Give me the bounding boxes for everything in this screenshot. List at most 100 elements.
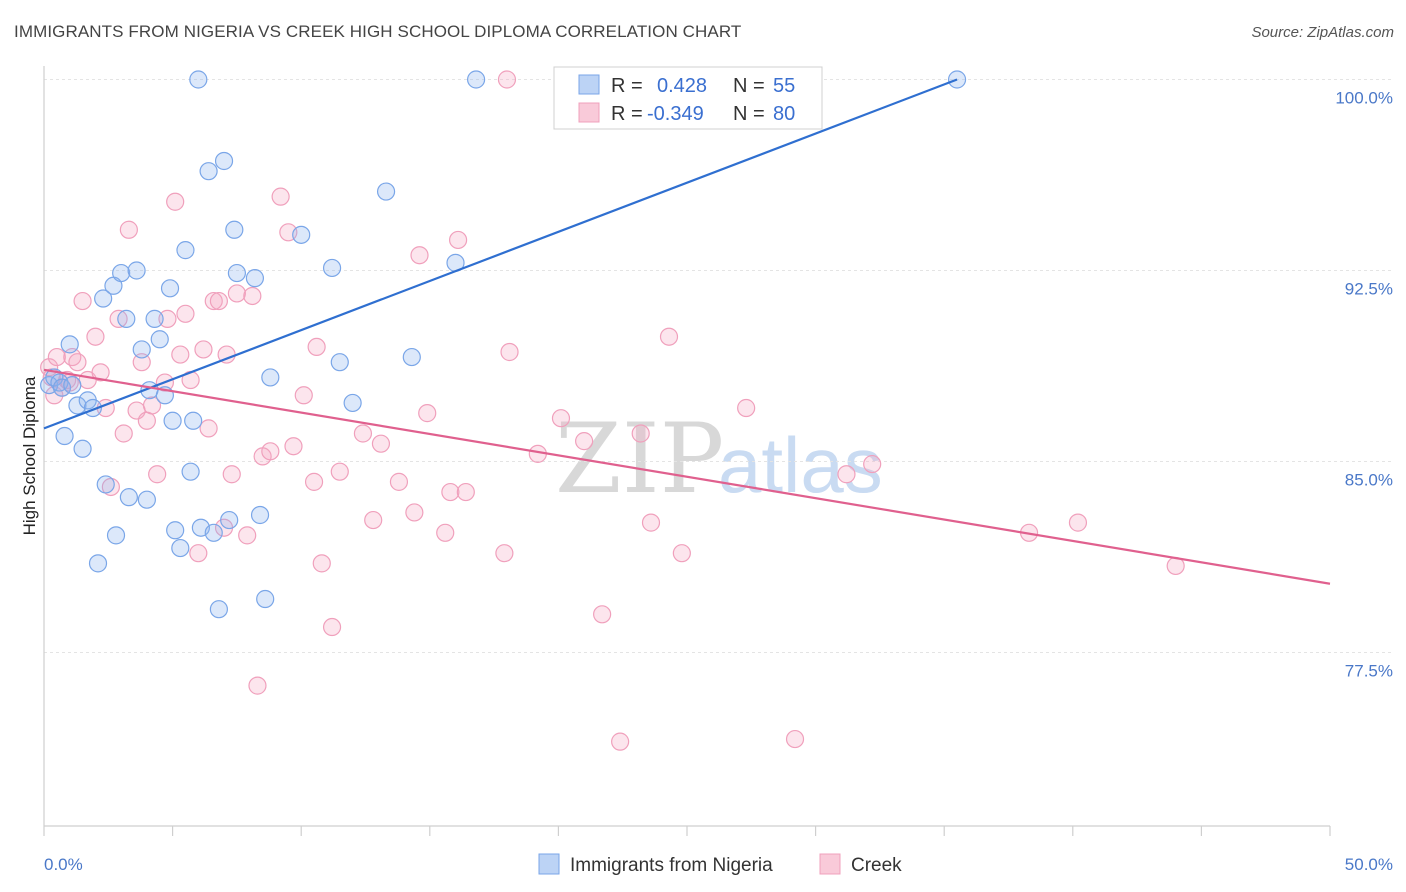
creek-point-70 bbox=[611, 732, 630, 751]
creek-point-40 bbox=[248, 676, 267, 695]
creek-point-61 bbox=[448, 230, 468, 250]
legend-swatch-nigeria bbox=[578, 74, 600, 95]
creek-point-37 bbox=[227, 284, 246, 303]
nigeria-point-45 bbox=[261, 368, 280, 387]
creek-point-78 bbox=[863, 454, 882, 474]
creek-point-75 bbox=[737, 398, 756, 418]
creek-point-43 bbox=[271, 187, 290, 206]
creek-point-68 bbox=[575, 432, 594, 451]
creek-point-12 bbox=[91, 363, 110, 382]
nigeria-point-27 bbox=[163, 411, 182, 430]
creek-point-46 bbox=[294, 386, 313, 405]
y-tick-labels: 100.0% 92.5% 85.0% 77.5% bbox=[1335, 89, 1393, 681]
creek-point-54 bbox=[371, 434, 391, 453]
series-legend: Immigrants from Nigeria Creek bbox=[538, 853, 902, 876]
nigeria-point-51 bbox=[402, 347, 421, 367]
creek-point-60 bbox=[441, 482, 460, 502]
x-tick-label-1: 50.0% bbox=[1345, 855, 1393, 874]
legend-r-label-creek: R = bbox=[611, 103, 643, 125]
nigeria-point-8 bbox=[73, 439, 92, 458]
nigeria-point-5 bbox=[60, 335, 79, 354]
nigeria-point-35 bbox=[199, 162, 218, 181]
creek-point-8 bbox=[68, 353, 87, 372]
creek-point-57 bbox=[410, 246, 429, 265]
y-tick-label-1: 92.5% bbox=[1345, 280, 1393, 299]
nigeria-point-44 bbox=[256, 589, 275, 609]
creek-point-38 bbox=[238, 526, 257, 545]
creek-points bbox=[40, 70, 1185, 751]
y-tick-label-2: 85.0% bbox=[1345, 471, 1393, 490]
creek-point-26 bbox=[171, 345, 190, 364]
legend-n-label-creek: N = bbox=[733, 103, 765, 125]
series-legend-swatch-creek bbox=[819, 853, 841, 875]
legend-n-value-nigeria: 55 bbox=[773, 75, 795, 97]
creek-point-42 bbox=[261, 442, 280, 461]
nigeria-point-39 bbox=[220, 510, 239, 530]
nigeria-point-42 bbox=[245, 269, 265, 288]
creek-point-17 bbox=[119, 220, 138, 239]
nigeria-point-18 bbox=[119, 488, 138, 507]
creek-point-72 bbox=[641, 513, 661, 532]
nigeria-point-28 bbox=[166, 521, 185, 540]
creek-point-27 bbox=[176, 304, 195, 323]
nigeria-point-4 bbox=[55, 426, 74, 446]
nigeria-point-53 bbox=[466, 70, 486, 89]
nigeria-point-40 bbox=[225, 220, 244, 239]
legend-r-value-nigeria: 0.428 bbox=[657, 75, 707, 97]
legend-swatch-creek bbox=[578, 102, 600, 123]
nigeria-point-50 bbox=[376, 182, 396, 201]
creek-point-14 bbox=[101, 477, 120, 497]
creek-point-59 bbox=[436, 523, 455, 542]
chart-source: Source: ZipAtlas.com bbox=[1251, 24, 1394, 41]
creek-point-67 bbox=[551, 409, 571, 428]
creek-point-48 bbox=[307, 337, 326, 356]
creek-point-56 bbox=[405, 503, 424, 522]
creek-point-45 bbox=[284, 437, 303, 456]
nigeria-point-47 bbox=[322, 258, 342, 278]
watermark-atlas: atlas bbox=[718, 421, 883, 509]
x-tick-labels: 0.0% 50.0% bbox=[44, 855, 1393, 874]
creek-point-11 bbox=[86, 327, 105, 346]
legend-n-value-creek: 80 bbox=[773, 103, 795, 125]
creek-point-64 bbox=[497, 70, 517, 89]
nigeria-point-43 bbox=[250, 505, 270, 525]
nigeria-point-38 bbox=[214, 151, 234, 171]
creek-point-29 bbox=[189, 544, 208, 563]
creek-point-62 bbox=[456, 482, 475, 502]
trend-lines bbox=[43, 78, 1331, 585]
nigeria-point-32 bbox=[184, 411, 203, 430]
creek-point-53 bbox=[364, 510, 383, 530]
y-axis-label: High School Diploma bbox=[20, 376, 39, 535]
creek-point-71 bbox=[631, 424, 650, 443]
nigeria-point-46 bbox=[292, 225, 311, 244]
creek-point-52 bbox=[353, 424, 373, 443]
nigeria-point-11 bbox=[88, 554, 108, 573]
creek-point-22 bbox=[148, 465, 167, 484]
legend-n-label-nigeria: N = bbox=[733, 75, 765, 97]
nigeria-points bbox=[40, 70, 967, 619]
creek-point-76 bbox=[785, 729, 805, 749]
creek-point-47 bbox=[304, 472, 324, 491]
axes bbox=[43, 66, 1331, 836]
nigeria-point-21 bbox=[137, 490, 156, 509]
y-tick-label-3: 77.5% bbox=[1345, 662, 1393, 681]
creek-point-65 bbox=[500, 342, 519, 362]
series-legend-label-nigeria: Immigrants from Nigeria bbox=[570, 855, 773, 876]
nigeria-trend-line bbox=[43, 78, 958, 430]
creek-point-33 bbox=[209, 291, 228, 311]
nigeria-point-13 bbox=[96, 475, 115, 494]
creek-point-55 bbox=[389, 472, 409, 491]
nigeria-point-6 bbox=[63, 376, 82, 395]
creek-point-3 bbox=[47, 347, 66, 367]
gridlines bbox=[44, 79, 1394, 653]
creek-point-74 bbox=[672, 544, 691, 563]
chart-title: IMMIGRANTS FROM NIGERIA VS CREEK HIGH SC… bbox=[14, 22, 742, 41]
creek-point-77 bbox=[837, 465, 856, 484]
creek-point-21 bbox=[142, 396, 162, 415]
nigeria-point-15 bbox=[106, 526, 126, 545]
creek-point-20 bbox=[137, 411, 156, 430]
legend-r-value-creek: -0.349 bbox=[647, 103, 704, 125]
creek-point-50 bbox=[322, 617, 342, 637]
stats-legend: R = 0.428 N = 55 R = -0.349 N = 80 bbox=[553, 66, 823, 130]
